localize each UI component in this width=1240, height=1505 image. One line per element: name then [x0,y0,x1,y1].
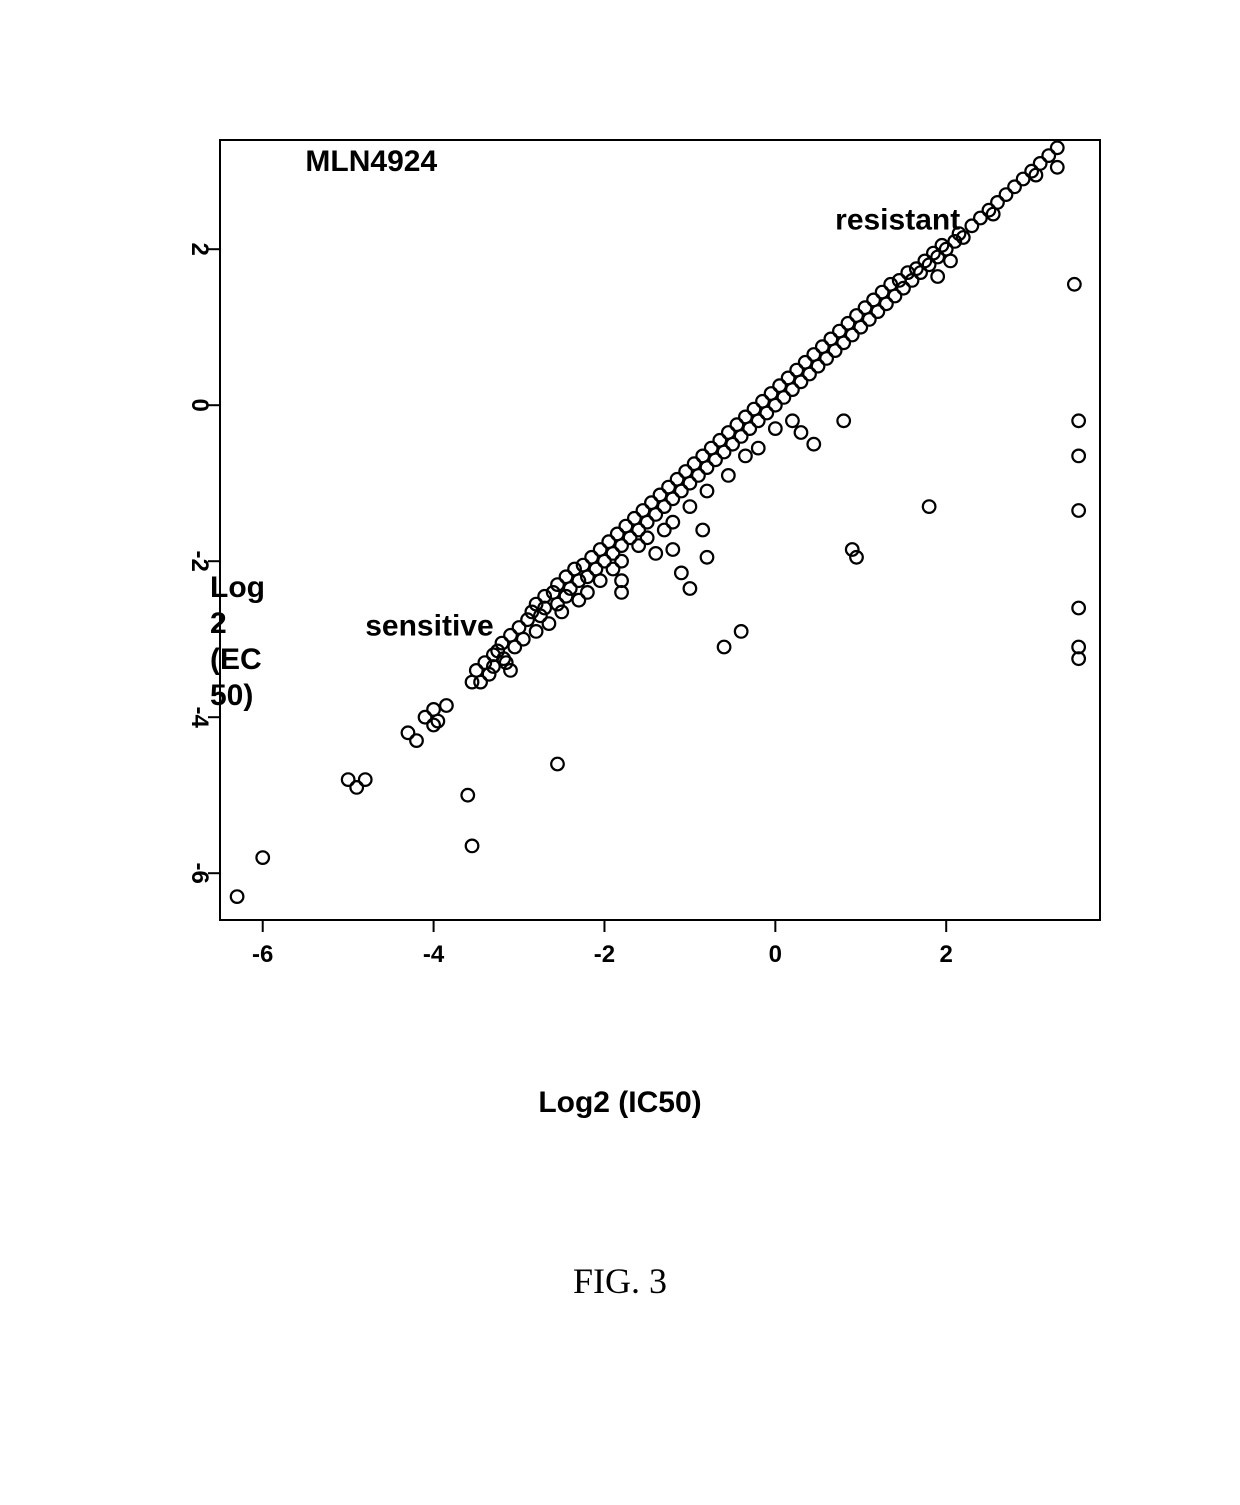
svg-text:-4: -4 [186,707,213,729]
scatter-chart: Log 2 (EC 50) -6 -4 -2 0 2 -6 -4 -2 0 2 MLN4924 res… [110,130,1130,1030]
svg-text:0: 0 [769,941,782,968]
svg-text:-2: -2 [186,551,213,572]
svg-text:-6: -6 [186,863,213,884]
svg-text:-6: -6 [252,941,273,968]
svg-text:-4: -4 [423,941,445,968]
svg-text:resistant: resistant [835,204,960,237]
svg-text:2: 2 [186,243,213,256]
svg-text:2: 2 [940,941,953,968]
ylabel-line-4: 50) [210,678,300,714]
svg-text:-2: -2 [594,941,615,968]
svg-text:MLN4924: MLN4924 [305,145,437,178]
ylabel-line-2: 2 [210,606,300,642]
svg-text:sensitive: sensitive [365,609,493,642]
page: Log 2 (EC 50) -6 -4 -2 0 2 -6 -4 -2 0 2 MLN4924 res… [0,0,1240,1505]
svg-text:0: 0 [186,399,213,412]
x-axis-label: Log2 (IC50) [110,1086,1130,1120]
ylabel-line-1: Log [210,570,300,606]
ylabel-line-3: (EC [210,642,300,678]
y-axis-label: Log 2 (EC 50) [210,570,300,714]
figure-caption: FIG. 3 [0,1260,1240,1302]
